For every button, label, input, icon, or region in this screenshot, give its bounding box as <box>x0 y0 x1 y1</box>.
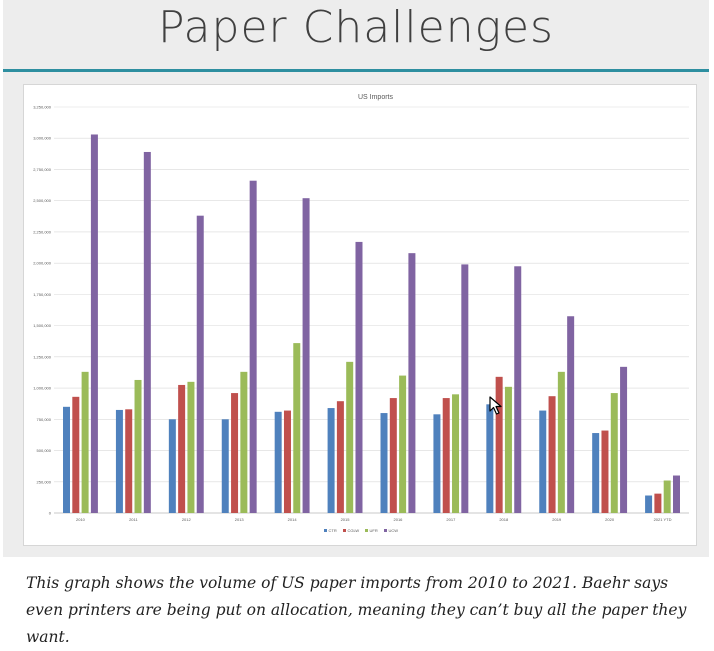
legend-label: UCW <box>389 528 399 533</box>
bar-ctr <box>380 413 388 513</box>
bar-ufr <box>346 361 354 513</box>
image-caption: This graph shows the volume of US paper … <box>26 574 687 646</box>
bar-cglw <box>601 430 609 513</box>
bar-cglw <box>72 396 80 513</box>
bar-ucw <box>196 215 204 513</box>
bar-cglw <box>178 384 186 513</box>
bar-ufr <box>81 371 89 513</box>
bar-cglw <box>336 401 344 513</box>
chart-panel: US Imports 0 250,000 500,000 750,000 1,000,00… <box>23 84 697 546</box>
title-divider <box>3 69 709 72</box>
y-tick-label: 2,750,000 <box>33 167 52 172</box>
bar-ufr <box>399 375 407 513</box>
x-tick-label: 2015 <box>341 517 351 522</box>
legend-label: CTR <box>329 528 337 533</box>
legend-swatch-ufr <box>365 529 368 532</box>
x-tick-label: 2020 <box>605 517 615 522</box>
y-tick-label: 1,500,000 <box>33 323 52 328</box>
y-tick-label: 0 <box>49 511 52 516</box>
bar-ctr <box>221 419 229 513</box>
x-tick-label: 2021 YTD <box>654 517 672 522</box>
legend-label: CGLW <box>348 528 360 533</box>
x-tick-label: 2010 <box>76 517 86 522</box>
bar-cglw <box>125 409 133 513</box>
bar-ctr <box>645 495 653 513</box>
bar-cglw <box>283 410 291 513</box>
y-tick-label: 1,750,000 <box>33 292 52 297</box>
bar-ucw <box>514 266 522 513</box>
us-imports-chart: US Imports 0 250,000 500,000 750,000 1,000,00… <box>33 94 689 533</box>
bar-cglw <box>231 393 239 513</box>
bar-ufr <box>134 379 142 513</box>
x-tick-label: 2016 <box>394 517 404 522</box>
x-tick-label: 2011 <box>129 517 138 522</box>
y-tick-label: 2,500,000 <box>33 198 52 203</box>
y-tick-label: 750,000 <box>37 417 52 422</box>
bar-ufr <box>504 386 512 513</box>
bar-ctr <box>539 410 547 513</box>
bar-ufr <box>240 371 248 513</box>
x-tick-label: 2013 <box>235 517 245 522</box>
bar-ucw <box>143 151 151 514</box>
mouse-cursor-icon <box>489 396 502 415</box>
legend-swatch-ctr <box>324 529 327 532</box>
y-tick-label: 3,250,000 <box>33 105 52 110</box>
bar-ctr <box>486 404 494 513</box>
bar-cglw <box>389 398 397 513</box>
bar-ucw <box>567 316 575 513</box>
bar-ufr <box>663 480 671 513</box>
x-tick-label: 2019 <box>552 517 562 522</box>
legend-label: UFR <box>370 528 378 533</box>
bar-ctr <box>63 406 71 513</box>
bar-ucw <box>249 180 257 513</box>
x-tick-label: 2017 <box>446 517 456 522</box>
bar-ucw <box>302 198 310 513</box>
bar-ufr <box>557 371 565 513</box>
bar-ufr <box>187 381 195 513</box>
bar-cglw <box>442 398 450 513</box>
presentation-slide: Paper Challenges US Imports 0 250,000 500,0… <box>3 0 709 557</box>
bar-ctr <box>274 411 282 513</box>
x-tick-label: 2018 <box>499 517 509 522</box>
bar-ucw <box>461 264 469 513</box>
bar-ucw <box>672 475 680 513</box>
bar-ctr <box>592 433 600 513</box>
bar-cglw <box>548 396 556 513</box>
slide-title: Paper Challenges <box>158 2 554 53</box>
bar-ctr <box>168 419 176 513</box>
bar-cglw <box>495 376 503 513</box>
legend-swatch-ucw <box>384 529 387 532</box>
bar-ufr <box>452 394 460 513</box>
x-tick-label: 2012 <box>182 517 192 522</box>
bar-ucw <box>90 134 98 513</box>
y-tick-label: 2,250,000 <box>33 229 52 234</box>
y-tick-label: 3,000,000 <box>33 136 52 141</box>
bar-ucw <box>355 241 363 513</box>
bar-ucw <box>620 366 628 513</box>
bar-ufr <box>293 343 301 513</box>
y-tick-label: 1,250,000 <box>33 354 52 359</box>
chart-title: US Imports <box>358 94 394 101</box>
bar-ctr <box>433 414 441 513</box>
bar-ucw <box>408 253 416 513</box>
y-tick-label: 2,000,000 <box>33 261 52 266</box>
bar-ufr <box>610 393 618 513</box>
legend-swatch-cglw <box>343 529 346 532</box>
bar-ctr <box>115 409 123 513</box>
bar-ctr <box>327 408 335 513</box>
y-tick-label: 1,000,000 <box>33 386 52 391</box>
bar-cglw <box>654 493 662 513</box>
y-tick-label: 500,000 <box>37 448 52 453</box>
y-tick-label: 250,000 <box>37 479 52 484</box>
x-tick-label: 2014 <box>288 517 298 522</box>
